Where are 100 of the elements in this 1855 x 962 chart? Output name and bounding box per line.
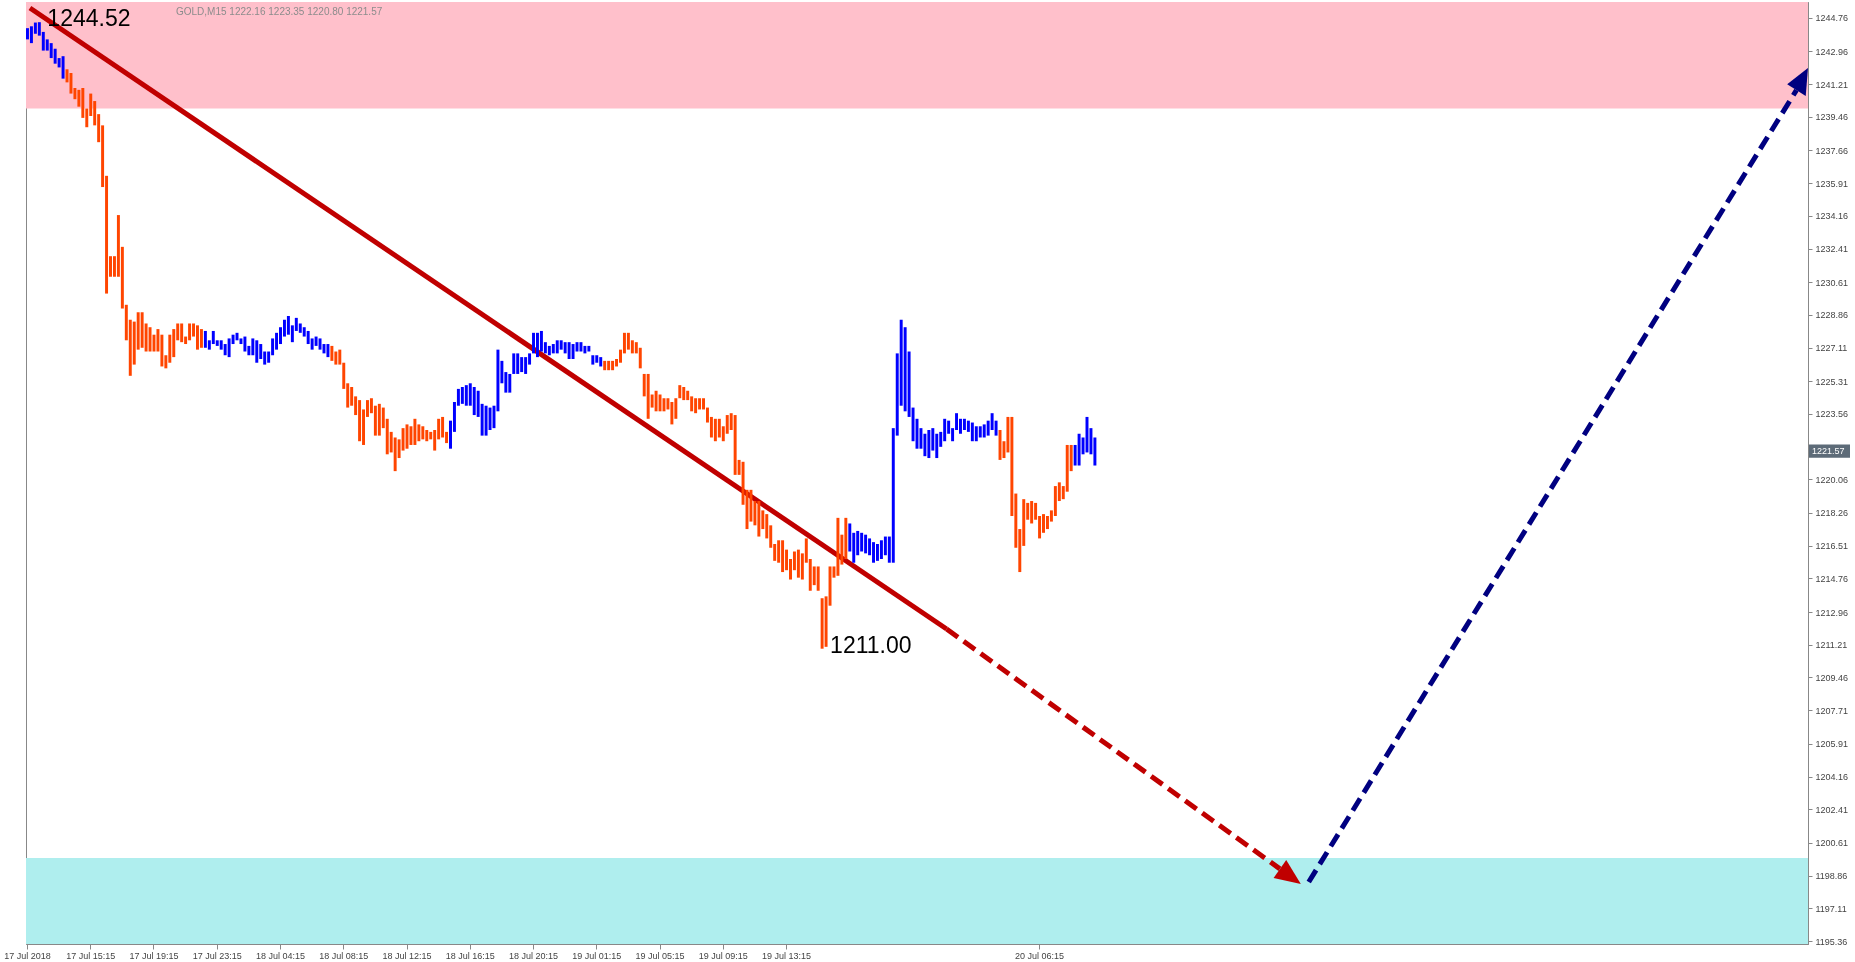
bar	[571, 344, 575, 359]
bar	[820, 598, 824, 649]
bar	[460, 387, 464, 404]
x-tick-label: 17 Jul 19:15	[129, 950, 179, 961]
bar	[512, 353, 516, 374]
bar	[713, 418, 717, 442]
bar	[860, 532, 864, 552]
bar	[203, 330, 207, 348]
bar	[318, 338, 322, 350]
bar	[607, 360, 611, 371]
bar	[836, 517, 840, 576]
annotation: 1244.52	[47, 5, 131, 32]
y-tick-label: 1211.21	[1815, 640, 1848, 651]
y-tick-label: 1234.16	[1815, 211, 1849, 222]
y-tick-label: 1200.61	[1815, 838, 1849, 849]
y-tick-label: 1232.41	[1815, 244, 1849, 255]
bar	[864, 534, 868, 554]
bar	[484, 405, 488, 436]
bar	[879, 540, 883, 559]
bar	[413, 418, 417, 445]
bar	[970, 422, 974, 442]
bar	[962, 418, 966, 431]
bar	[29, 26, 33, 44]
bar	[377, 403, 381, 436]
bar	[547, 345, 551, 356]
bar	[595, 355, 599, 363]
bar	[875, 544, 879, 561]
bar	[1077, 433, 1081, 466]
bar	[421, 426, 425, 440]
bar	[520, 357, 524, 373]
y-tick-label: 1195.36	[1815, 936, 1848, 947]
y-tick-label: 1205.91	[1815, 739, 1849, 750]
bar	[583, 345, 587, 354]
bar	[425, 430, 429, 442]
bar	[227, 338, 231, 358]
bar	[658, 394, 662, 412]
bar	[188, 323, 192, 341]
x-tick-label: 20 Jul 06:15	[1015, 950, 1065, 961]
bar	[148, 327, 152, 352]
bar	[579, 342, 583, 352]
y-tick-label: 1204.16	[1815, 772, 1849, 783]
bar	[654, 390, 658, 412]
x-tick-label: 19 Jul 09:15	[698, 950, 748, 961]
bar	[255, 340, 259, 363]
bar	[611, 360, 615, 371]
y-tick-label: 1244.76	[1815, 13, 1849, 24]
y-tick-label: 1209.46	[1815, 672, 1849, 683]
chart-title: GOLD,M15 1222.16 1223.35 1220.80 1221.57	[176, 6, 383, 17]
bar	[180, 323, 184, 343]
bar	[199, 329, 203, 348]
bar	[516, 353, 520, 374]
y-tick-label: 1197.11	[1815, 903, 1847, 914]
bar	[872, 542, 875, 563]
bar	[555, 340, 559, 354]
y-tick-label: 1218.26	[1815, 508, 1849, 519]
bar	[1030, 501, 1034, 524]
x-tick-label: 17 Jul 15:15	[66, 950, 116, 961]
y-tick-label: 1214.76	[1815, 573, 1849, 584]
x-tick-label: 18 Jul 12:15	[382, 950, 432, 961]
y-tick-label: 1212.96	[1815, 607, 1849, 618]
bar	[998, 430, 1002, 460]
y-tick-label: 1237.66	[1815, 145, 1849, 156]
y-tick-label: 1228.86	[1815, 310, 1849, 321]
bar	[796, 549, 800, 578]
bar	[243, 336, 247, 352]
bar	[982, 424, 986, 438]
x-tick-label: 18 Jul 16:15	[445, 950, 495, 961]
bar	[599, 357, 603, 367]
bar	[508, 373, 512, 393]
bar	[757, 501, 761, 537]
bar	[717, 418, 721, 438]
bar	[314, 336, 318, 346]
x-tick-label: 19 Jul 05:15	[635, 950, 685, 961]
bar	[567, 342, 571, 359]
bar	[733, 415, 737, 475]
bar	[532, 332, 535, 354]
bar	[535, 332, 539, 358]
bar	[698, 398, 702, 410]
bar	[626, 332, 630, 350]
y-tick-label: 1207.71	[1815, 705, 1849, 716]
bar	[140, 312, 144, 348]
x-tick-label: 19 Jul 13:15	[762, 950, 812, 961]
bar	[196, 325, 199, 350]
bar	[26, 28, 29, 40]
y-tick-label: 1230.61	[1815, 277, 1849, 288]
bar	[974, 426, 978, 442]
bar	[682, 387, 686, 401]
x-tick-label: 18 Jul 08:15	[319, 950, 369, 961]
bar	[591, 355, 595, 365]
x-tick-label: 18 Jul 04:15	[255, 950, 306, 961]
y-tick-label: 1225.31	[1815, 376, 1849, 387]
x-tick-label: 18 Jul 20:15	[509, 950, 559, 961]
bar	[326, 344, 330, 358]
bar	[603, 360, 607, 371]
bar	[524, 357, 528, 374]
bar	[781, 540, 785, 573]
y-tick-label: 1198.86	[1815, 871, 1848, 882]
y-tick-label: 1235.91	[1815, 178, 1849, 189]
bar	[559, 340, 563, 350]
bar	[587, 345, 591, 352]
